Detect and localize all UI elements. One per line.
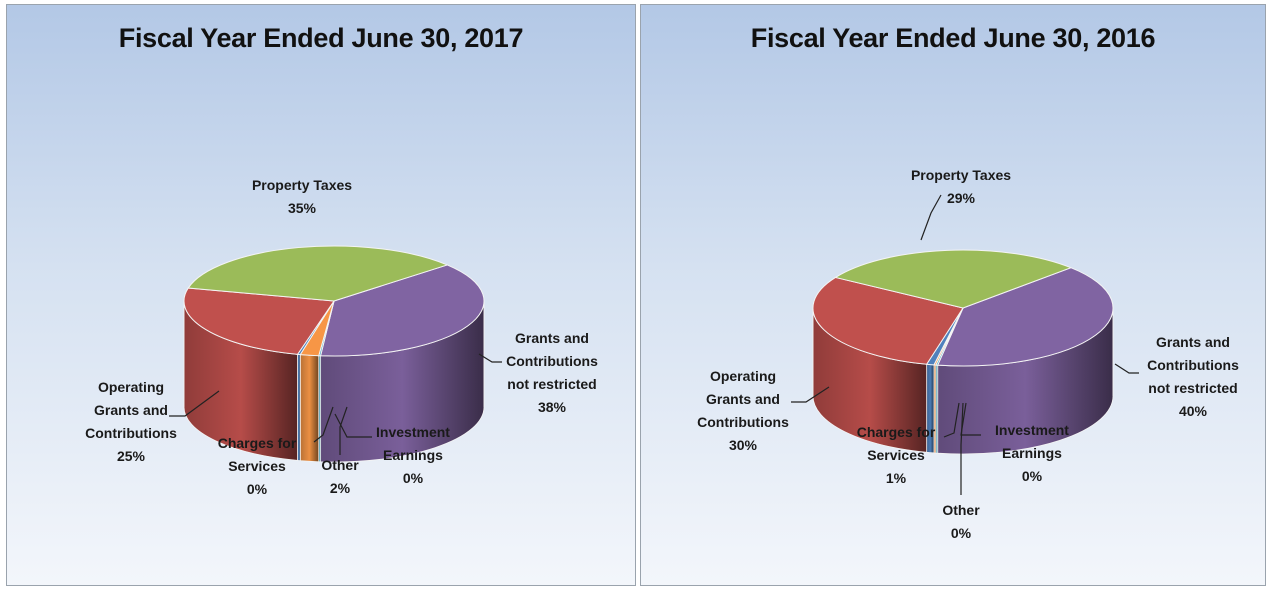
pie-side-3: [297, 353, 301, 462]
pie-slice-0: [936, 267, 1114, 367]
pie-top: [183, 245, 485, 357]
slice-label: Charges for Services 1%: [857, 424, 936, 486]
pie-side-2: [299, 354, 320, 463]
pie-slice-5: [834, 249, 1073, 309]
leader-line: [339, 406, 348, 455]
slice-label: Charges for Services 0%: [218, 435, 297, 497]
leader-line: [478, 353, 502, 363]
pie-chart: Grants and Contributions not restricted 40%…: [697, 167, 1239, 541]
pie-side-walls: [812, 307, 1114, 455]
chart-title: Fiscal Year Ended June 30, 2016: [750, 23, 1156, 53]
slice-label: Investment Earnings 0%: [995, 422, 1069, 484]
leader-line: [943, 402, 960, 438]
leader-line: [169, 390, 220, 417]
slice-label: Investment Earnings 0%: [376, 424, 450, 486]
chart-panel-2016: Fiscal Year Ended June 30, 2016 Grants a…: [640, 4, 1266, 586]
pie-labels: Grants and Contributions not restricted 38%…: [85, 177, 598, 497]
slice-label: Operating Grants and Contributions 25%: [85, 379, 177, 464]
pie-top: [812, 249, 1114, 367]
leader-line: [334, 413, 372, 438]
slice-label: Property Taxes 29%: [911, 167, 1011, 206]
pie-slice-0: [319, 264, 485, 357]
slice-label: Other 0%: [942, 502, 980, 541]
leader-line: [791, 386, 830, 403]
leader-line: [1114, 363, 1139, 374]
slice-label: Grants and Contributions not restricted 40%: [1147, 334, 1239, 419]
slice-label: Grants and Contributions not restricted 38%: [506, 330, 598, 415]
leader-line: [960, 402, 964, 495]
pie-labels: Grants and Contributions not restricted 40%…: [697, 167, 1239, 541]
pie-slice-4: [183, 287, 335, 355]
chart-panel-2017: Fiscal Year Ended June 30, 2017 Grants a…: [6, 4, 636, 586]
slice-label: Other 2%: [321, 457, 359, 496]
leader-line: [920, 194, 942, 241]
slice-label: Operating Grants and Contributions 30%: [697, 368, 789, 453]
chart-title: Fiscal Year Ended June 30, 2017: [118, 23, 524, 53]
leader-line: [313, 406, 334, 443]
pie-slice-5: [187, 245, 449, 302]
pie-chart: Grants and Contributions not restricted 38%…: [85, 177, 598, 497]
slice-label: Property Taxes 35%: [252, 177, 352, 216]
